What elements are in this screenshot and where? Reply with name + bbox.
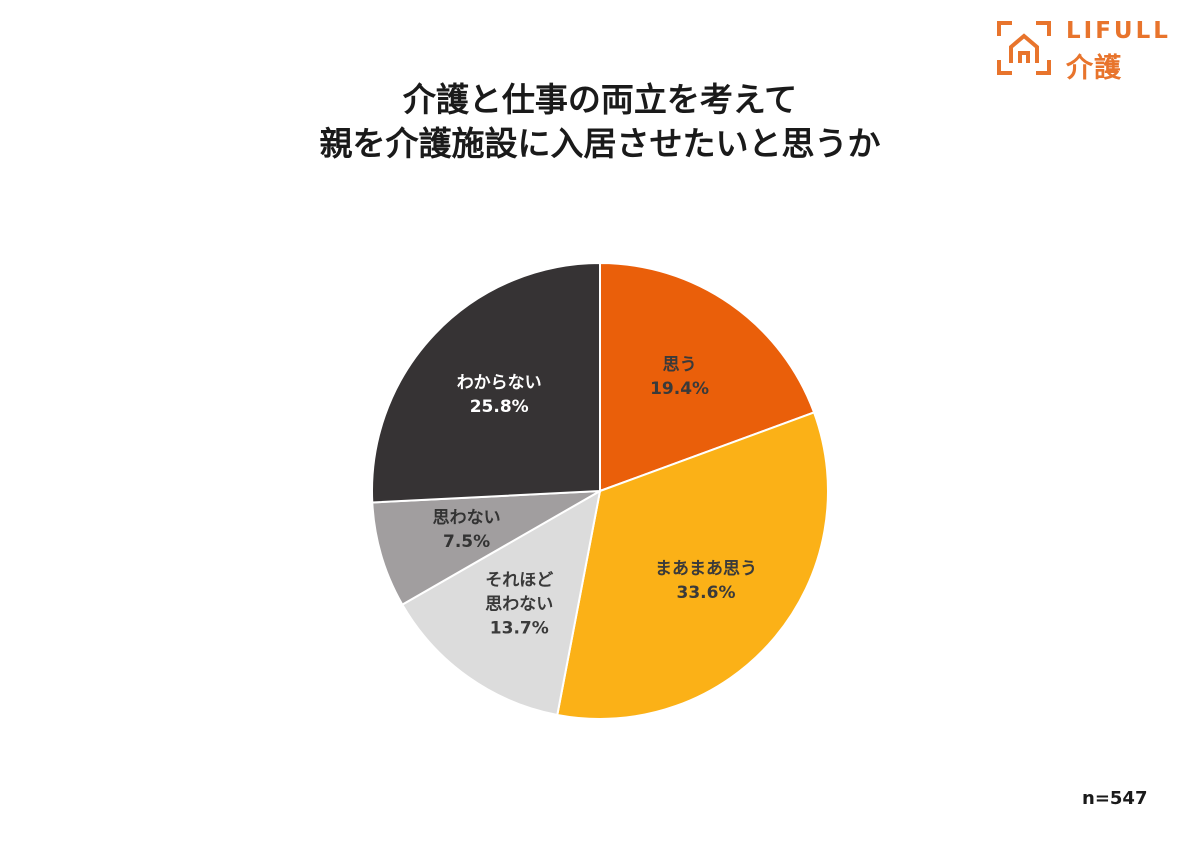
slice-category-label: まあまあ思う: [655, 559, 757, 579]
chart-title-line1: 介護と仕事の両立を考えて: [402, 80, 798, 119]
slice-category-label: それほど: [485, 570, 553, 590]
slice-value-label: 19.4%: [650, 379, 709, 399]
slice-value-label: 25.8%: [470, 397, 529, 417]
slice-value-label: 7.5%: [443, 532, 490, 552]
slice-category-label: 思わない: [433, 508, 501, 528]
slice-category-label: 思う: [663, 355, 697, 375]
slice-value-label: 13.7%: [490, 618, 549, 638]
house-frame-icon: [997, 21, 1051, 75]
logo-brand-jp: 介護: [1066, 53, 1122, 84]
pie-slice: [556, 411, 829, 720]
pie-slice: [371, 490, 601, 606]
slice-category-label: わからない: [457, 373, 542, 393]
pie-slice: [371, 261, 601, 504]
pie-slice: [400, 489, 602, 717]
chart-title: 介護と仕事の両立を考えて 親を介護施設に入居させたいと思うか: [0, 78, 1200, 166]
slice-value-label: 33.6%: [677, 583, 736, 603]
slice-category-label: 思わない: [485, 594, 553, 614]
logo-brand-en: LIFULL: [1066, 18, 1171, 44]
pie-slice: [599, 261, 816, 493]
sample-size-label: n=547: [1082, 788, 1148, 809]
brand-logo: LIFULL 介護: [996, 18, 1186, 84]
chart-title-line2: 親を介護施設に入居させたいと思うか: [319, 124, 881, 163]
